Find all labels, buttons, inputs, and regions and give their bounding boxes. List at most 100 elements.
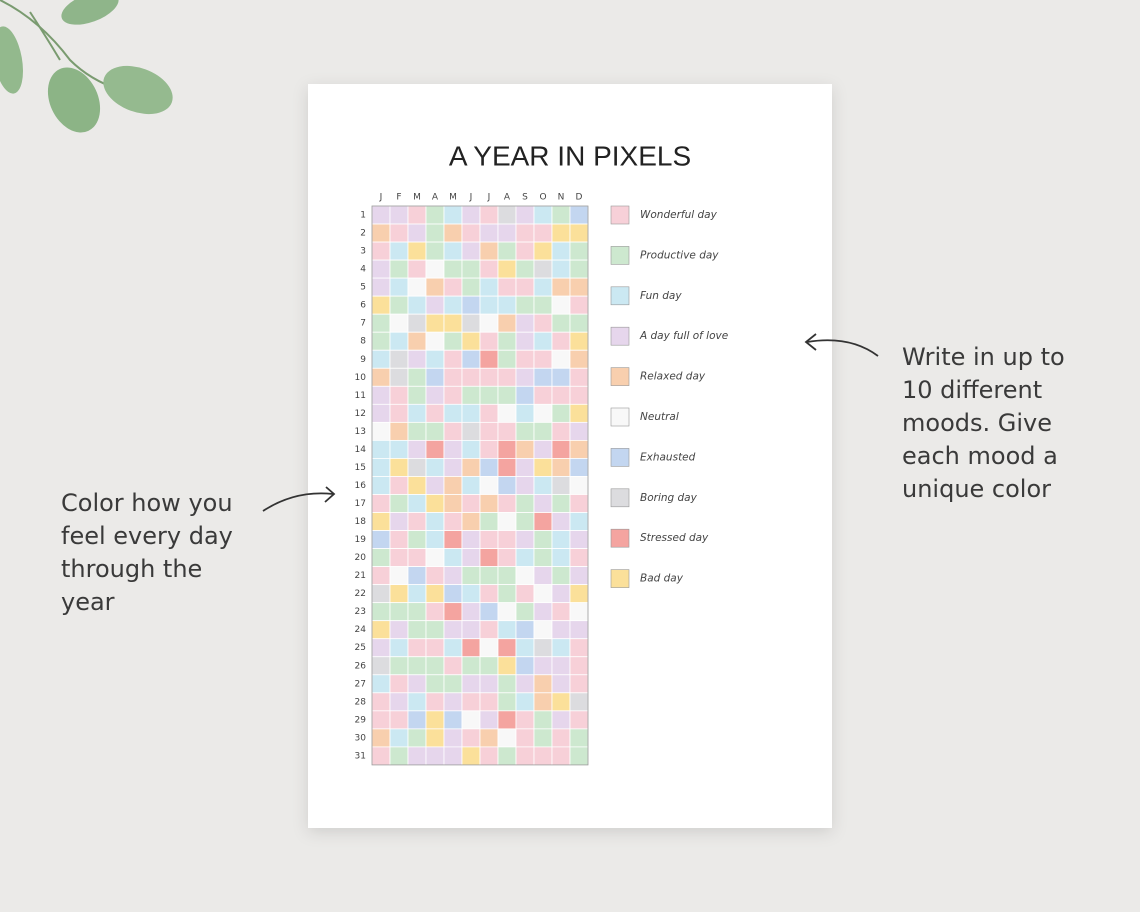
pixel-cell bbox=[479, 692, 499, 712]
pixel-cell bbox=[551, 295, 571, 315]
pixel-cell bbox=[533, 746, 553, 766]
pixel-cell bbox=[389, 674, 409, 694]
pixel-cell bbox=[533, 494, 553, 513]
pixel-cell bbox=[407, 421, 427, 441]
pixel-cell bbox=[443, 205, 463, 225]
pixel-cell bbox=[443, 277, 463, 297]
pixel-cell bbox=[551, 259, 571, 279]
pixel-cell bbox=[461, 385, 481, 405]
pixel-cell bbox=[371, 223, 391, 243]
day-label: 28 bbox=[355, 697, 367, 707]
pixel-cell bbox=[497, 241, 517, 261]
month-label: M bbox=[413, 193, 421, 203]
month-label: F bbox=[396, 193, 401, 203]
pixel-cell bbox=[497, 421, 517, 441]
pixel-cell bbox=[461, 728, 481, 748]
pixel-cell bbox=[569, 548, 589, 568]
pixel-cell bbox=[479, 728, 499, 748]
pixel-cell bbox=[551, 602, 571, 622]
pixel-cell bbox=[425, 584, 445, 604]
pixel-cell bbox=[533, 674, 553, 694]
pixel-cell bbox=[461, 259, 481, 279]
pixel-cell bbox=[389, 385, 409, 405]
pixel-cell bbox=[515, 512, 535, 531]
pixel-cell bbox=[443, 512, 463, 531]
pixel-cell bbox=[497, 746, 517, 766]
day-label: 2 bbox=[360, 229, 366, 239]
pixel-cell bbox=[479, 295, 499, 315]
pixel-cell bbox=[461, 656, 481, 676]
day-label: 11 bbox=[355, 391, 366, 401]
pixel-cell bbox=[551, 439, 571, 459]
pixel-cell bbox=[497, 548, 517, 568]
pixel-cell bbox=[551, 223, 571, 243]
pixel-cell bbox=[515, 295, 535, 315]
leaves bbox=[0, 0, 173, 133]
month-label: O bbox=[539, 193, 546, 203]
pixel-cell bbox=[443, 530, 463, 549]
pixel-cell bbox=[533, 584, 553, 604]
pixel-cell bbox=[497, 710, 517, 730]
legend-label: Bad day bbox=[640, 573, 684, 585]
pixel-cell bbox=[569, 205, 589, 225]
pixel-cell bbox=[461, 584, 481, 604]
pixel-cell bbox=[569, 674, 589, 694]
day-label: 20 bbox=[355, 553, 367, 563]
pixel-cell bbox=[407, 584, 427, 604]
pixel-cell bbox=[551, 566, 571, 586]
pixel-cell bbox=[551, 728, 571, 748]
pixel-cell bbox=[497, 349, 517, 369]
pixel-cell bbox=[371, 746, 391, 766]
pixel-cell bbox=[533, 259, 553, 279]
pixel-cell bbox=[371, 205, 391, 225]
pixel-cell bbox=[515, 277, 535, 297]
pixel-cell bbox=[407, 367, 427, 387]
pixel-cell bbox=[407, 205, 427, 225]
pixel-cell bbox=[515, 313, 535, 333]
pixel-cell bbox=[371, 512, 391, 531]
pixel-cell bbox=[443, 728, 463, 748]
pixel-cell bbox=[425, 710, 445, 730]
pixel-cell bbox=[569, 331, 589, 351]
pixel-cell bbox=[515, 476, 535, 495]
day-label: 23 bbox=[355, 607, 366, 617]
pixel-cell bbox=[371, 313, 391, 333]
pixel-cell bbox=[479, 530, 499, 549]
left-note-line: through the bbox=[61, 555, 202, 583]
pixel-cell bbox=[371, 584, 391, 604]
pixel-cell bbox=[497, 584, 517, 604]
pixel-cell bbox=[569, 403, 589, 423]
pixel-cell bbox=[443, 584, 463, 604]
pixel-cell bbox=[479, 439, 499, 459]
pixel-cell bbox=[497, 602, 517, 622]
pixel-cell bbox=[569, 620, 589, 640]
pixel-cell bbox=[515, 710, 535, 730]
pixel-cell bbox=[389, 494, 409, 513]
right-note-line: Write in up to bbox=[902, 343, 1065, 371]
pixel-cell bbox=[407, 692, 427, 712]
pixel-cell bbox=[389, 548, 409, 568]
legend-swatch bbox=[610, 205, 630, 225]
legend-swatch bbox=[610, 569, 630, 588]
day-label: 4 bbox=[360, 265, 366, 275]
pixel-cell bbox=[551, 710, 571, 730]
right-note-line: moods. Give bbox=[902, 409, 1052, 437]
pixel-cell bbox=[407, 295, 427, 315]
pixel-cell bbox=[389, 476, 409, 495]
pixel-cell bbox=[407, 746, 427, 766]
pixel-cell bbox=[479, 476, 499, 495]
pixel-cell bbox=[569, 223, 589, 243]
pixel-cell bbox=[389, 313, 409, 333]
pixel-cell bbox=[407, 403, 427, 423]
pixel-cell bbox=[461, 295, 481, 315]
pixel-cell bbox=[425, 313, 445, 333]
pixel-cell bbox=[551, 385, 571, 405]
pixel-cell bbox=[425, 674, 445, 694]
legend-label: Exhausted bbox=[640, 451, 696, 463]
pixel-cell bbox=[497, 728, 517, 748]
pixel-cell bbox=[389, 259, 409, 279]
legend-label: Stressed day bbox=[640, 532, 709, 544]
pixel-cell bbox=[515, 584, 535, 604]
pixel-cell bbox=[497, 692, 517, 712]
